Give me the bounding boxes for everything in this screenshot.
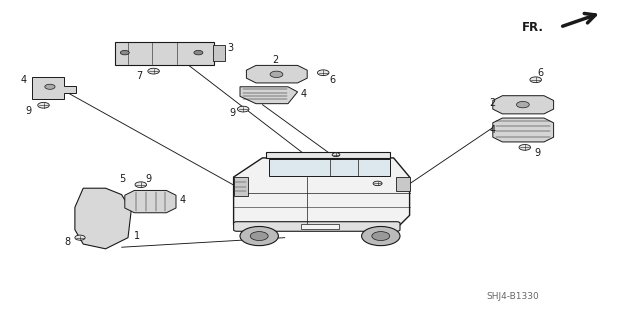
Text: 4: 4 (490, 125, 496, 135)
Circle shape (372, 232, 390, 241)
Text: SHJ4-B1330: SHJ4-B1330 (486, 293, 539, 301)
Circle shape (270, 71, 283, 78)
FancyBboxPatch shape (234, 222, 400, 231)
Bar (234, 177, 248, 196)
Polygon shape (493, 96, 554, 114)
Circle shape (120, 50, 129, 55)
Text: 7: 7 (136, 70, 143, 81)
Circle shape (317, 70, 329, 76)
Polygon shape (493, 118, 554, 142)
Text: 4: 4 (20, 75, 27, 85)
Circle shape (516, 101, 529, 108)
Text: 9: 9 (534, 148, 541, 158)
Text: 4: 4 (301, 89, 307, 99)
Text: 9: 9 (229, 108, 236, 118)
Text: 2: 2 (490, 98, 496, 108)
Polygon shape (246, 65, 307, 83)
Polygon shape (240, 87, 298, 104)
Text: 8: 8 (64, 237, 70, 248)
Polygon shape (125, 190, 176, 213)
Text: 3: 3 (227, 43, 234, 53)
Polygon shape (266, 152, 390, 158)
Polygon shape (75, 188, 131, 249)
Circle shape (75, 235, 85, 240)
Circle shape (530, 77, 541, 83)
Polygon shape (234, 158, 410, 225)
Polygon shape (32, 77, 76, 99)
Text: 9: 9 (26, 106, 32, 116)
Text: FR.: FR. (522, 21, 544, 33)
Bar (213, 45, 225, 61)
Text: 6: 6 (330, 75, 336, 85)
Circle shape (373, 181, 382, 186)
Bar (115, 42, 214, 65)
Circle shape (45, 84, 55, 89)
Text: 5: 5 (120, 174, 126, 184)
Bar (301, 224, 339, 229)
Text: 6: 6 (538, 68, 544, 78)
Circle shape (240, 226, 278, 246)
Text: 9: 9 (145, 174, 152, 184)
Text: 1: 1 (134, 231, 141, 241)
Circle shape (148, 68, 159, 74)
Circle shape (135, 182, 147, 188)
Bar (396, 177, 410, 191)
Circle shape (362, 226, 400, 246)
Circle shape (38, 102, 49, 108)
Circle shape (237, 106, 249, 112)
Polygon shape (269, 159, 390, 176)
Circle shape (519, 145, 531, 150)
Circle shape (194, 50, 203, 55)
Circle shape (250, 232, 268, 241)
Text: 2: 2 (272, 55, 278, 65)
Circle shape (332, 153, 340, 157)
Text: 4: 4 (179, 195, 186, 205)
